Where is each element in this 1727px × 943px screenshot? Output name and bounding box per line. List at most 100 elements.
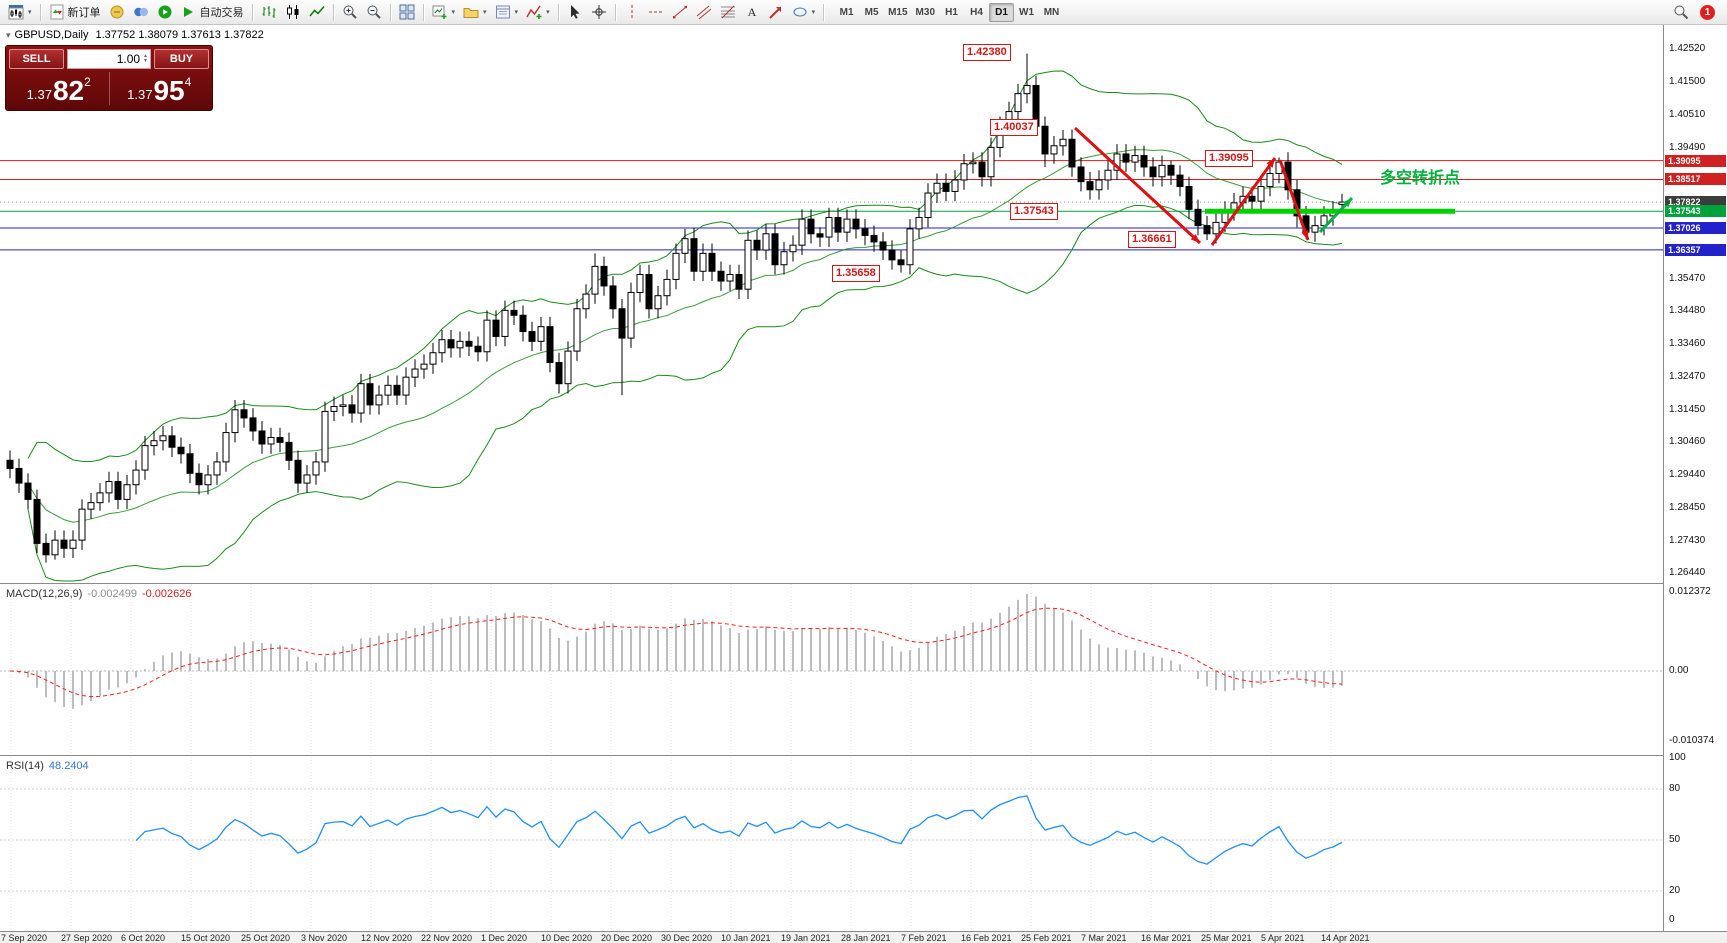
metaeditor-icon bbox=[110, 5, 124, 19]
time-label: 27 Sep 2020 bbox=[61, 933, 113, 943]
price-tick: 1.31450 bbox=[1669, 403, 1706, 415]
time-label: 19 Jan 2021 bbox=[781, 933, 831, 943]
time-label: 30 Dec 2020 bbox=[661, 933, 713, 943]
bar-chart-icon bbox=[262, 6, 276, 18]
crosshair-button[interactable] bbox=[587, 2, 611, 23]
text-icon: A bbox=[747, 5, 756, 19]
time-label: 10 Dec 2020 bbox=[541, 933, 593, 943]
price-tick: 1.41500 bbox=[1669, 76, 1706, 88]
time-label: 14 Apr 2021 bbox=[1321, 933, 1370, 943]
horizontal-line-button[interactable] bbox=[644, 2, 668, 23]
line-chart-icon bbox=[308, 6, 325, 17]
time-label: 25 Feb 2021 bbox=[1021, 933, 1072, 943]
timeframe-d1[interactable]: D1 bbox=[989, 2, 1014, 22]
toolbar-separator bbox=[389, 3, 391, 21]
one-click-toggle[interactable]: ▾ bbox=[6, 30, 11, 40]
time-label: 16 Mar 2021 bbox=[1141, 933, 1192, 943]
zoom-in-button[interactable] bbox=[338, 2, 362, 23]
zoom-out-button[interactable] bbox=[362, 2, 386, 23]
price-scale[interactable]: 1.42520 1.41500 1.40510 1.39490 1.35470 1.344… bbox=[1663, 25, 1727, 931]
bid-price: 1.37 82 2 bbox=[9, 69, 109, 108]
autotrading-button[interactable]: 自动交易 bbox=[177, 2, 248, 23]
timeframe-h1[interactable]: H1 bbox=[945, 6, 958, 18]
timeframe-h4[interactable]: H4 bbox=[970, 6, 983, 18]
algo-trading-button[interactable] bbox=[153, 2, 177, 23]
timeframe-mn[interactable]: MN bbox=[1043, 6, 1060, 18]
candlestick-button[interactable] bbox=[281, 2, 305, 23]
indicators-button[interactable]: ▾ bbox=[522, 2, 554, 23]
fibonacci-button[interactable] bbox=[716, 2, 740, 23]
text-button[interactable]: A bbox=[740, 2, 764, 23]
new-chart-button[interactable]: ▾ bbox=[428, 2, 460, 23]
toolbar-separator bbox=[422, 3, 424, 21]
sell-button[interactable]: SELL bbox=[9, 49, 64, 69]
turning-point-annotation[interactable]: 多空转折点 bbox=[1380, 170, 1461, 187]
timeframe-m5[interactable]: M5 bbox=[864, 6, 879, 18]
timeframe-m30[interactable]: M30 bbox=[915, 6, 935, 18]
line-chart-button[interactable] bbox=[305, 2, 329, 23]
channel-button[interactable] bbox=[692, 2, 716, 23]
toolbar-separator bbox=[251, 3, 253, 21]
buy-button[interactable]: BUY bbox=[154, 49, 209, 69]
chart-window-icon bbox=[8, 5, 24, 20]
crosshair-icon bbox=[591, 5, 606, 19]
zoom-out-icon bbox=[367, 5, 381, 19]
market-watch-button[interactable] bbox=[129, 2, 153, 23]
zoom-in-icon bbox=[343, 5, 357, 19]
algo-icon bbox=[158, 5, 172, 19]
time-label: 3 Nov 2020 bbox=[301, 933, 348, 943]
bid-pip-digit: 2 bbox=[84, 75, 91, 89]
shapes-button[interactable]: ▾ bbox=[788, 2, 820, 23]
price-level-label: 1.39095 bbox=[1665, 154, 1726, 167]
spinner-down-icon[interactable]: ▼ bbox=[143, 58, 148, 64]
cursor-icon bbox=[570, 5, 580, 19]
timeframe-m15[interactable]: M15 bbox=[888, 6, 908, 18]
ask-head: 1.37 bbox=[127, 87, 153, 102]
macd-axis-label: 0.00 bbox=[1669, 665, 1689, 676]
templates-button[interactable]: ▾ bbox=[491, 2, 523, 23]
charts-button[interactable]: ▾ bbox=[4, 2, 36, 23]
macd-axis-label: -0.010374 bbox=[1669, 735, 1715, 746]
profiles-button[interactable]: ▾ bbox=[459, 2, 491, 23]
indicators-icon bbox=[526, 5, 542, 19]
vertical-line-icon bbox=[631, 5, 633, 19]
rsi-value: 48.2404 bbox=[48, 760, 89, 772]
bar-chart-button[interactable] bbox=[257, 2, 281, 23]
horizontal-line-icon bbox=[648, 11, 663, 13]
vertical-line-button[interactable] bbox=[620, 2, 644, 23]
trendline-button[interactable] bbox=[668, 2, 692, 23]
bid-big-digits: 82 bbox=[52, 75, 85, 106]
notification-badge[interactable]: 1 bbox=[1700, 4, 1715, 20]
new-order-button[interactable]: 新订单 bbox=[45, 2, 105, 23]
timeframe-m1[interactable]: M1 bbox=[839, 6, 854, 18]
bid-head: 1.37 bbox=[26, 87, 52, 102]
macd-name: MACD(12,26,9) bbox=[6, 588, 83, 600]
tile-windows-button[interactable] bbox=[395, 2, 419, 23]
macd-axis-label: 0.012372 bbox=[1669, 586, 1711, 597]
toolbar: ▾ 新订单 自动交易 ▾ ▾ ▾ ▾ A ▾ M1 M5 M15 M30 H1 H4 D1 W1 MN 1 bbox=[0, 0, 1727, 25]
time-axis[interactable]: 7 Sep 2020 27 Sep 2020 6 Oct 2020 15 Oct 20… bbox=[0, 931, 1727, 943]
search-button[interactable] bbox=[1669, 2, 1693, 23]
volume-input[interactable]: 1.00 ▲ ▼ bbox=[67, 49, 151, 69]
price-tick: 1.29440 bbox=[1669, 469, 1706, 481]
macd-signal-value: -0.002626 bbox=[141, 588, 192, 600]
price-tick: 1.32470 bbox=[1669, 370, 1706, 382]
spinner-up-icon[interactable]: ▲ bbox=[143, 53, 148, 59]
price-tick: 1.40510 bbox=[1669, 108, 1706, 120]
arrows-button[interactable] bbox=[764, 2, 788, 23]
volume-spinner[interactable]: ▲ ▼ bbox=[143, 54, 148, 64]
time-label: 1 Dec 2020 bbox=[481, 933, 528, 943]
volume-value: 1.00 bbox=[116, 52, 141, 66]
time-label: 22 Nov 2020 bbox=[421, 933, 473, 943]
rsi-name: RSI(14) bbox=[6, 760, 44, 772]
toolbar-separator bbox=[557, 3, 559, 21]
chart-title-bar: ▾ GBPUSD,Daily 1.37752 1.38079 1.37613 1.3… bbox=[6, 29, 264, 41]
cursor-button[interactable] bbox=[563, 2, 587, 23]
metaeditor-button[interactable] bbox=[105, 2, 129, 23]
price-level-label: 1.36357 bbox=[1665, 243, 1726, 256]
time-label: 25 Mar 2021 bbox=[1201, 933, 1252, 943]
time-label: 7 Feb 2021 bbox=[901, 933, 947, 943]
timeframe-w1[interactable]: W1 bbox=[1019, 6, 1034, 18]
